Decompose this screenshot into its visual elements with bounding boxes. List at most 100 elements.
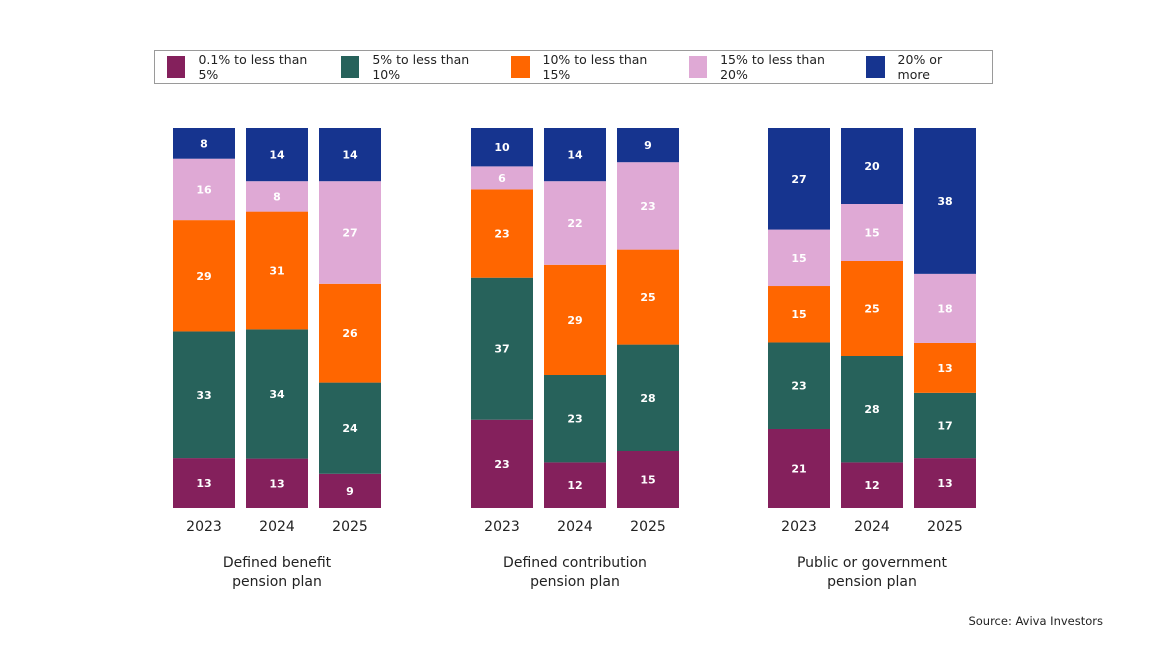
bar-segment — [914, 342, 976, 393]
bar-segment — [768, 342, 830, 429]
source-note: Source: Aviva Investors — [968, 614, 1103, 628]
legend-label: 10% to less than 15% — [542, 52, 648, 82]
bar-segment — [173, 158, 235, 221]
bar-segment — [617, 128, 679, 163]
group-label: Public or government — [797, 555, 948, 571]
bar-segment — [319, 181, 381, 284]
group-label: Defined contribution — [503, 555, 647, 571]
bar-segment — [319, 473, 381, 508]
bar-segment — [544, 375, 606, 463]
x-tick-label: 2024 — [259, 519, 295, 535]
bar-segment — [319, 128, 381, 182]
legend-swatch — [866, 56, 885, 78]
data-label: 12 — [864, 479, 879, 492]
data-label: 38 — [937, 195, 952, 208]
data-label: 31 — [269, 265, 284, 278]
data-label: 29 — [196, 270, 211, 283]
bar-segment — [246, 181, 308, 212]
legend-item: 5% to less than 10% — [340, 52, 491, 82]
bar-segment — [617, 451, 679, 508]
bar-segment — [544, 181, 606, 265]
bar-segment — [544, 462, 606, 508]
data-label: 8 — [200, 137, 208, 150]
data-label: 28 — [864, 403, 879, 416]
legend-item: 20% or more — [866, 52, 972, 82]
bar-segment — [768, 428, 830, 508]
x-tick-label: 2023 — [781, 519, 817, 535]
bar-segment — [173, 220, 235, 332]
bar-segment — [471, 419, 533, 508]
bar-segment — [173, 331, 235, 459]
data-label: 28 — [640, 392, 655, 405]
data-label: 15 — [640, 474, 655, 487]
data-label: 14 — [269, 149, 285, 162]
data-label: 34 — [269, 388, 285, 401]
bar-segment — [841, 261, 903, 356]
data-label: 27 — [791, 173, 806, 186]
bar-segment — [471, 128, 533, 167]
bar-segment — [246, 458, 308, 508]
legend-label: 20% or more — [897, 52, 943, 82]
bar-segment — [544, 128, 606, 182]
data-label: 25 — [640, 291, 655, 304]
data-label: 9 — [644, 139, 652, 152]
data-label: 23 — [567, 413, 582, 426]
data-label: 14 — [567, 149, 583, 162]
data-label: 17 — [937, 419, 952, 432]
x-tick-label: 2023 — [186, 519, 222, 535]
x-tick-label: 2025 — [927, 519, 963, 535]
legend-swatch — [340, 56, 360, 78]
bar-segment — [246, 329, 308, 459]
bar-segment — [544, 264, 606, 375]
data-label: 15 — [791, 308, 806, 321]
data-label: 37 — [494, 343, 509, 356]
data-label: 13 — [196, 477, 211, 490]
bar-segment — [471, 189, 533, 278]
data-label: 29 — [567, 314, 582, 327]
group-label: pension plan — [827, 574, 917, 590]
data-label: 16 — [196, 183, 212, 196]
data-label: 6 — [498, 172, 506, 185]
legend: 0.1% to less than 5% 5% to less than 10% 1… — [154, 50, 993, 84]
bar-segment — [319, 283, 381, 383]
bar-segment — [841, 204, 903, 261]
group-label: Defined benefit — [223, 555, 332, 571]
legend-label: 15% to less than 20% — [720, 52, 825, 82]
data-label: 13 — [937, 362, 952, 375]
data-label: 13 — [269, 477, 284, 490]
bar-segment — [617, 344, 679, 451]
data-label: 20 — [864, 160, 880, 173]
bar-segment — [841, 462, 903, 508]
data-label: 23 — [494, 458, 509, 471]
x-tick-label: 2024 — [854, 519, 890, 535]
data-label: 27 — [342, 227, 357, 240]
data-label: 24 — [342, 422, 358, 435]
bar-segment — [246, 211, 308, 330]
data-label: 25 — [864, 303, 879, 316]
data-label: 22 — [567, 217, 582, 230]
group-label: pension plan — [232, 574, 322, 590]
bar-segment — [914, 128, 976, 274]
group-label: pension plan — [530, 574, 620, 590]
data-label: 14 — [342, 149, 358, 162]
data-label: 23 — [494, 228, 509, 241]
legend-swatch — [688, 56, 708, 78]
bar-segment — [914, 273, 976, 343]
data-label: 26 — [342, 327, 358, 340]
legend-swatch — [511, 56, 530, 78]
data-label: 23 — [791, 380, 806, 393]
data-label: 18 — [937, 302, 952, 315]
data-label: 15 — [864, 227, 879, 240]
data-label: 21 — [791, 462, 806, 475]
bar-segment — [914, 392, 976, 459]
bar-segment — [617, 162, 679, 250]
bar-segment — [914, 458, 976, 508]
bar-segment — [319, 382, 381, 474]
data-label: 8 — [273, 190, 281, 203]
x-tick-label: 2023 — [484, 519, 520, 535]
legend-item: 10% to less than 15% — [511, 52, 669, 82]
legend-label: 5% to less than 10% — [372, 52, 470, 82]
data-label: 15 — [791, 252, 806, 265]
bar-segment — [768, 229, 830, 287]
bar-segment — [617, 249, 679, 345]
